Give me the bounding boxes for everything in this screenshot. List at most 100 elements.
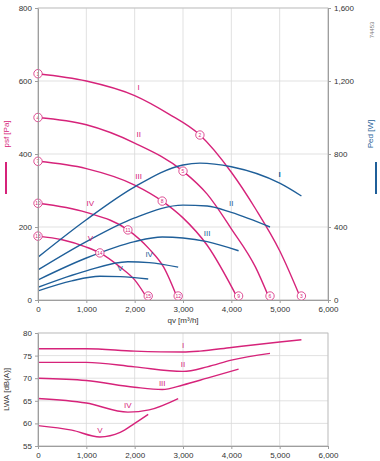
tick: 5,000: [270, 446, 291, 460]
series-label: II: [229, 199, 233, 208]
series-label: III: [135, 172, 142, 181]
series-label: IV: [87, 199, 95, 208]
y2-axis-title: Ped [W]: [366, 120, 375, 148]
tick-label: 4,000: [222, 451, 243, 460]
point-label: 9: [237, 293, 240, 299]
grid-line: [231, 333, 232, 446]
tick-mark: [328, 81, 331, 82]
tick-label: 400: [19, 150, 33, 159]
point-label: 5: [182, 168, 185, 174]
tick-mark: [35, 423, 38, 424]
figure: IIIIIIIVVIIIIIIIVV1234567891011121314150…: [0, 0, 380, 461]
series-label: IV: [145, 250, 153, 259]
operating-point: [179, 167, 187, 175]
point-label: 8: [161, 198, 164, 204]
tick-mark: [35, 300, 38, 301]
tick-mark: [183, 300, 184, 303]
series-line: [38, 163, 301, 257]
series-labels: IIIIIIIVVIIIIIIIVV: [87, 83, 281, 273]
grid-line: [38, 423, 328, 424]
tick: 3,000: [173, 300, 194, 314]
grid-line: [38, 400, 328, 401]
axis: 04008001,2001,600: [328, 4, 355, 305]
tick-label: 6,000: [318, 451, 339, 460]
operating-point: [266, 292, 274, 300]
tick-mark: [183, 446, 184, 449]
operating-point: [196, 131, 204, 139]
tick-label: 5,000: [270, 305, 291, 314]
series-label: I: [182, 341, 184, 350]
tick: 4,000: [222, 300, 243, 314]
tick-label: 1,000: [77, 451, 98, 460]
tick: 2,000: [125, 446, 146, 460]
axis: 01,0002,0003,0004,0005,0006,000: [36, 446, 339, 460]
point-label: 12: [175, 293, 181, 299]
points: [34, 70, 306, 301]
tick-label: 4,000: [222, 305, 243, 314]
tick: 1,000: [77, 446, 98, 460]
axis: 0200400600800: [19, 4, 39, 305]
axis-color-key: [5, 162, 7, 194]
tick-label: 1,600: [334, 4, 355, 13]
tick: 0: [328, 296, 339, 305]
tick-label: 65: [23, 397, 32, 406]
tick: 6,000: [318, 446, 339, 460]
grid-line: [86, 333, 87, 446]
tick-mark: [135, 300, 136, 303]
tick: 1,000: [77, 300, 98, 314]
tick-mark: [135, 446, 136, 449]
plot-frame: [38, 333, 328, 446]
tick-mark: [35, 154, 38, 155]
tick: 800: [19, 4, 38, 13]
series-label: V: [97, 426, 103, 435]
tick-mark: [280, 300, 281, 303]
chart: IIIIIIIVV01,0002,0003,0004,0005,0006,000…: [2, 329, 339, 460]
series-line: [38, 203, 178, 300]
series-label: IV: [124, 401, 132, 410]
tick: 70: [23, 374, 38, 383]
tick-label: 70: [23, 374, 32, 383]
tick-label: 6,000: [318, 305, 339, 314]
series-label: V: [88, 234, 94, 243]
series-line: [38, 262, 178, 288]
series-line: [38, 236, 148, 300]
tick-mark: [328, 446, 329, 449]
point-label: 3: [300, 293, 303, 299]
axis-line: [38, 9, 39, 301]
tick-mark: [35, 378, 38, 379]
tick-label: 60: [23, 419, 32, 428]
operating-point: [234, 292, 242, 300]
tick-mark: [328, 8, 331, 9]
grid-line: [38, 154, 328, 155]
tick: 400: [19, 150, 38, 159]
tick-label: 0: [28, 296, 33, 305]
series-label: II: [181, 360, 185, 369]
tick-label: 1,000: [77, 305, 98, 314]
tick-label: 1,200: [334, 77, 355, 86]
tick: 0: [28, 296, 38, 305]
operating-point: [124, 226, 132, 234]
series-line: [38, 276, 148, 291]
tick-mark: [35, 401, 38, 402]
series-line: [38, 237, 239, 280]
operating-point: [158, 197, 166, 205]
tick: 4,000: [222, 446, 243, 460]
tick-label: 5,000: [270, 451, 291, 460]
tick: 75: [23, 352, 38, 361]
series-label: I: [138, 83, 140, 92]
point-label: 6: [269, 293, 272, 299]
series-label: III: [204, 229, 211, 238]
axis: 556065707580: [23, 329, 38, 451]
tick-mark: [86, 446, 87, 449]
y-axis-title: LWA [dB(A)]: [2, 368, 11, 411]
tick-mark: [328, 300, 331, 301]
series-line: [38, 161, 239, 300]
series-group: [38, 74, 301, 300]
tick-mark: [328, 227, 331, 228]
series-line: [38, 74, 301, 300]
grid-line: [38, 355, 328, 356]
grid-line: [38, 227, 328, 228]
tick-label: 80: [23, 329, 32, 338]
tick: 1,200: [328, 77, 355, 86]
tick-label: 0: [334, 296, 339, 305]
